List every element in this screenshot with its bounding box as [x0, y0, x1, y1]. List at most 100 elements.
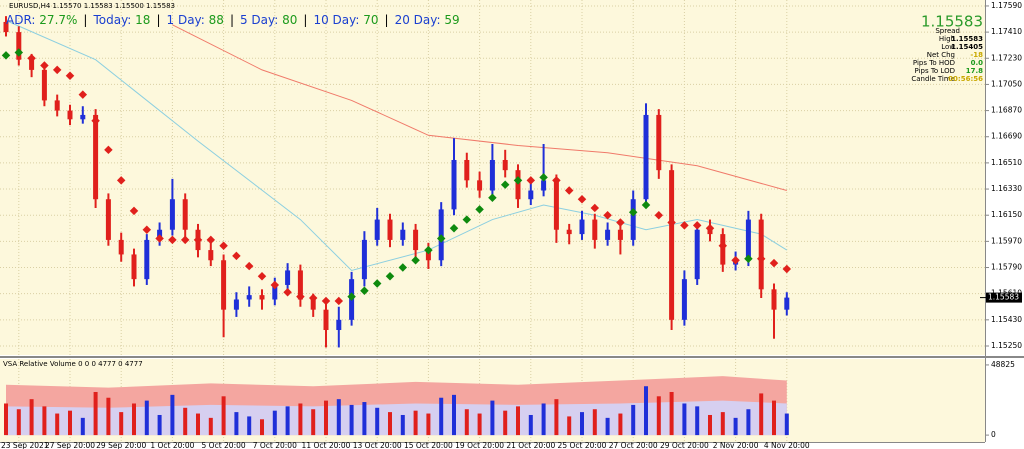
adr-line: ADR: 27.7% | Today: 18 | 1 Day: 88 | 5 Day: 80… — [6, 13, 460, 27]
trend-dot — [308, 293, 318, 303]
trend-dot — [1, 51, 11, 60]
volume-bar — [720, 412, 725, 436]
volume-bar — [541, 403, 546, 436]
x-tick-label: 7 Oct 20:00 — [253, 441, 297, 449]
separator: | — [303, 13, 308, 27]
trend-dot — [65, 71, 75, 80]
trend-dot — [91, 116, 100, 125]
adr-value: 27.7% — [39, 13, 78, 27]
y-tick-label: 1.17050 — [991, 79, 1022, 88]
adr-label: ADR: — [6, 13, 36, 27]
volume-bar — [426, 413, 431, 436]
bar-body — [541, 180, 547, 191]
bar-body — [144, 239, 150, 280]
volume-bar — [285, 406, 290, 436]
volume-bar — [452, 394, 456, 436]
volume-bar — [413, 410, 418, 436]
adr-value: 18 — [135, 13, 151, 27]
volume-bar — [298, 403, 303, 436]
bar-body — [131, 254, 137, 280]
volume-bar — [528, 414, 533, 436]
bar-body — [477, 180, 483, 191]
bar-body — [233, 299, 239, 310]
bar-body — [643, 114, 649, 200]
bar-body — [169, 199, 175, 230]
y-tick-label: 1.15430 — [991, 315, 1022, 324]
volume-bar — [656, 396, 661, 436]
x-tick-label: 13 Oct 20:00 — [353, 441, 402, 449]
volume-bar — [592, 409, 597, 436]
trend-dot — [40, 61, 49, 70]
x-tick-label: 27 Sep 20:00 — [45, 441, 95, 449]
x-tick-label: 2 Nov 20:00 — [713, 441, 759, 449]
trend-dot — [52, 65, 62, 75]
volume-bar — [554, 399, 559, 436]
volume-bar — [234, 412, 239, 436]
volume-bar — [567, 416, 572, 436]
adr-label: 5 Day: — [239, 13, 279, 27]
volume-bar — [16, 409, 21, 436]
bar-body — [771, 289, 777, 310]
bar-body — [669, 170, 675, 320]
bar-body — [413, 229, 419, 251]
y-tick-label: 1.17410 — [991, 27, 1022, 36]
trend-dot — [347, 292, 356, 301]
bar-body — [579, 219, 585, 235]
x-tick-label: 27 Oct 20:00 — [609, 441, 658, 449]
volume-bar — [784, 413, 789, 436]
info-value: 0.0 — [971, 59, 984, 67]
volume-bar — [4, 403, 8, 436]
trend-dot — [168, 235, 177, 245]
bar-body — [93, 114, 99, 200]
volume-bar — [772, 400, 776, 436]
volume-bar — [362, 402, 367, 436]
trend-dot — [334, 296, 344, 306]
trend-dot — [27, 54, 36, 63]
trend-dot — [488, 193, 497, 203]
x-tick-label: 29 Sep 20:00 — [96, 441, 146, 449]
volume-bar — [272, 410, 277, 436]
volume-bar — [29, 399, 34, 436]
bar-body — [745, 219, 751, 261]
bar-body — [656, 114, 662, 171]
bar-body — [592, 219, 598, 240]
bar-body — [605, 229, 611, 240]
volume-bar — [221, 396, 226, 436]
trend-dot — [180, 235, 190, 245]
trend-dot — [411, 256, 420, 265]
separator: | — [384, 13, 389, 27]
volume-bar — [42, 406, 47, 436]
bar-body — [272, 284, 278, 300]
trend-dot — [155, 234, 164, 243]
volume-bar — [183, 407, 188, 436]
trend-dot — [129, 206, 139, 216]
bar-body — [489, 159, 495, 191]
symbol-line: EURUSD,H4 1.15570 1.15583 1.15500 1.1558… — [9, 2, 175, 10]
volume-bar — [324, 400, 328, 436]
volume-bar — [490, 400, 495, 436]
volume-bar — [349, 404, 354, 436]
trend-dot — [206, 235, 216, 245]
y-tick-label: 1.15250 — [991, 341, 1022, 350]
volume-bar — [644, 386, 648, 436]
volume-bar — [759, 393, 764, 436]
trend-dot — [769, 258, 779, 268]
volume-bar — [746, 409, 751, 436]
y-tick-label: 1.17230 — [991, 53, 1022, 62]
bar-body — [285, 270, 291, 285]
x-tick-label: 25 Oct 20:00 — [558, 441, 607, 449]
trend-dot — [116, 176, 126, 185]
trend-dot — [782, 264, 792, 274]
volume-bar — [208, 417, 213, 436]
y-tick-label: 0 — [991, 430, 996, 439]
info-value: 1.15583 — [951, 35, 983, 43]
moving-average — [172, 24, 787, 191]
adr-label: 20 Day: — [394, 13, 441, 27]
volume-bar — [669, 391, 674, 436]
volume-bar — [605, 417, 610, 436]
volume-bar — [375, 407, 380, 436]
bar-body — [425, 250, 431, 261]
trend-dot — [321, 296, 331, 306]
bar-body — [41, 69, 47, 101]
